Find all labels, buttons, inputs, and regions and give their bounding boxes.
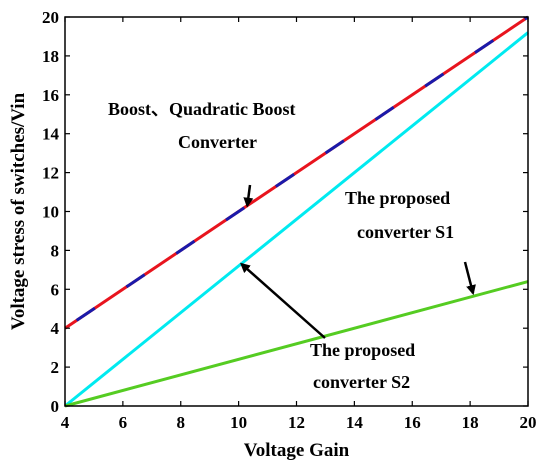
y-tick-label: 4 [51,319,60,338]
annotation-arrow-boost [243,184,254,208]
x-tick-label: 4 [61,413,70,432]
x-tick-label: 10 [230,413,247,432]
annotation-s1-line-1: converter S1 [357,222,454,242]
x-tick-label: 14 [346,413,364,432]
annotation-arrow-s1 [463,261,476,296]
annotation-boost-line-0: Boost、Quadratic Boost [108,99,296,119]
x-tick-label: 20 [520,413,537,432]
annotation-s2-line-0: The proposed [310,340,415,360]
x-tick-label: 12 [288,413,305,432]
series-line-boost-alt [64,15,529,330]
y-tick-label: 0 [51,397,60,416]
x-tick-label: 6 [119,413,128,432]
annotation-s2-line-1: converter S2 [313,372,410,392]
x-tick-label: 18 [462,413,479,432]
y-axis-label: Voltage stress of switches/Vin [8,92,29,330]
series-line-s2 [64,31,529,408]
y-tick-label: 18 [42,47,59,66]
y-tick-label: 16 [42,86,59,105]
y-tick-label: 6 [51,280,60,299]
y-tick-label: 20 [42,8,59,27]
annotation-arrow-s2 [240,262,326,339]
y-tick-label: 8 [51,241,60,260]
plot-frame [64,16,529,407]
y-tick-label: 12 [42,164,59,183]
annotation-s1-line-0: The proposed [345,188,450,208]
x-tick-label: 16 [404,413,421,432]
y-tick-label: 10 [42,203,59,222]
x-axis-label: Voltage Gain [244,440,350,461]
y-tick-label: 2 [51,358,60,377]
y-tick-label: 14 [42,125,60,144]
series-line-s1 [64,280,529,408]
annotation-boost-line-1: Converter [178,132,257,152]
x-tick-label: 8 [177,413,186,432]
